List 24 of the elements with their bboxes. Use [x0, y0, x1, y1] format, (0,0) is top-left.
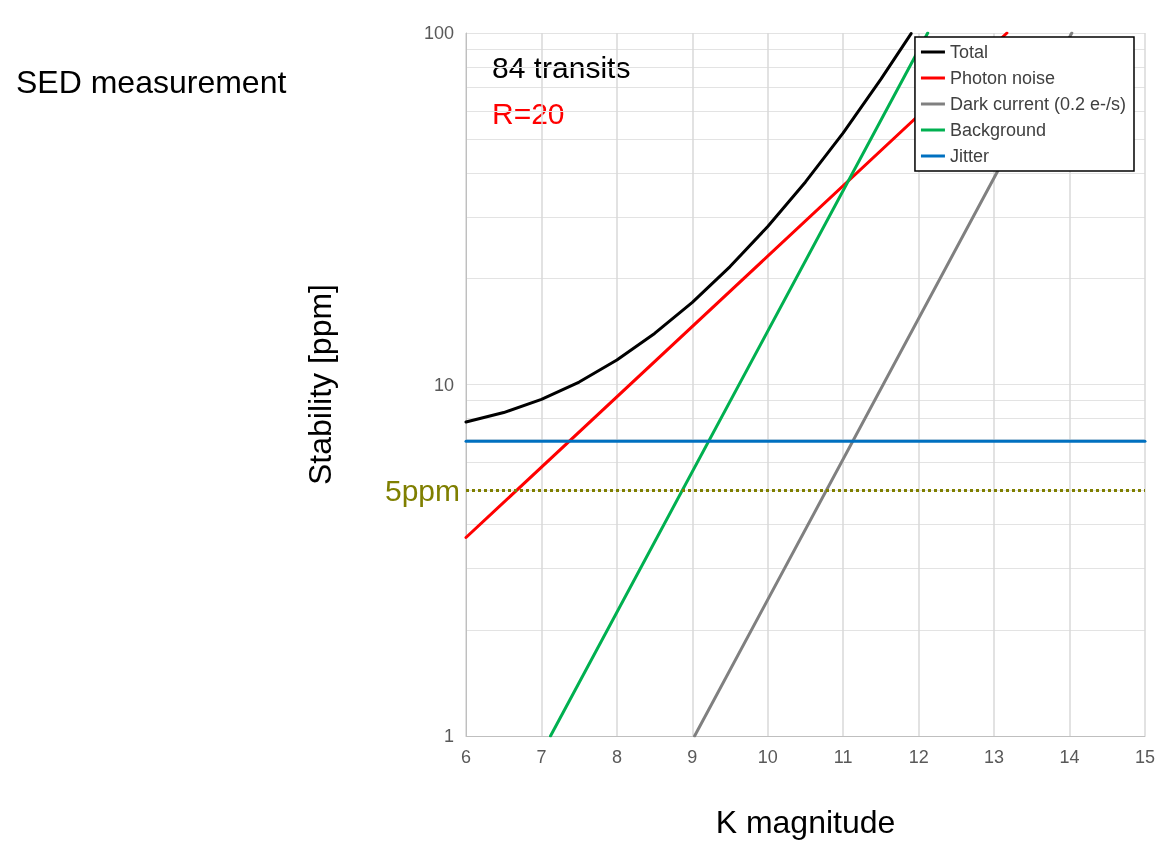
x-axis-title: K magnitude [715, 804, 896, 840]
y-tick-label: 1 [443, 726, 454, 746]
legend-label: Background [949, 120, 1047, 140]
y-axis-title: Stability [ppm] [302, 284, 338, 485]
legend-label: Dark current (0.2 e-/s) [949, 94, 1126, 114]
x-tick-label: 15 [1134, 747, 1155, 767]
y-tick-label: 100 [423, 23, 454, 43]
x-tick-label: 9 [687, 747, 698, 767]
x-tick-label: 10 [757, 747, 778, 767]
x-tick-label: 13 [984, 747, 1005, 767]
x-tick-label: 6 [460, 747, 472, 767]
y-tick-label: 10 [433, 374, 454, 395]
x-tick-label: 12 [908, 747, 929, 767]
legend-label: Total [949, 42, 988, 62]
ref-line-label: 5ppm [384, 473, 460, 507]
legend-label: Photon noise [949, 68, 1056, 88]
annotation: R=20 [492, 96, 565, 130]
x-tick-label: 7 [536, 747, 547, 767]
x-tick-label: 14 [1059, 747, 1080, 767]
x-tick-label: 8 [611, 747, 622, 767]
x-tick-label: 11 [833, 747, 853, 767]
line-series [464, 32, 913, 424]
text: SED measurement [16, 64, 287, 100]
legend-label: Jitter [949, 146, 989, 166]
